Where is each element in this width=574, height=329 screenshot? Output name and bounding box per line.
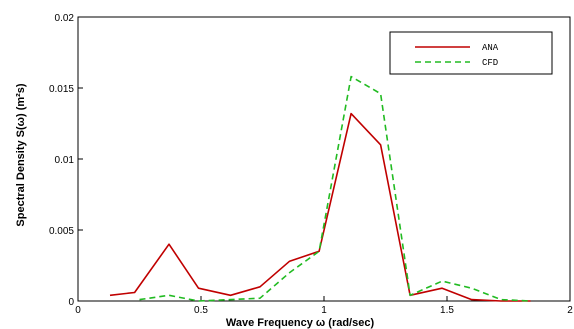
- legend-box: [389, 31, 553, 75]
- series-line-ana: [109, 112, 531, 302]
- legend-label-ana: ANA: [482, 43, 499, 53]
- x-tick-label: 2: [567, 305, 573, 316]
- x-tick-label: 1.5: [440, 305, 454, 316]
- y-tick-label: 0.01: [55, 155, 75, 166]
- series-line-cfd: [139, 75, 531, 302]
- y-tick-label: 0.015: [49, 84, 74, 95]
- y-axis-title: Spectral Density S(ω) (m²s): [15, 83, 27, 226]
- x-tick-label: 1: [321, 305, 327, 316]
- x-tick-label: 0.5: [194, 305, 208, 316]
- legend-label-cfd: CFD: [482, 58, 498, 68]
- x-tick-label: 0: [75, 305, 81, 316]
- legend: ANA CFD: [389, 31, 553, 75]
- y-tick-label: 0.02: [55, 13, 75, 24]
- y-tick-label: 0: [68, 297, 74, 308]
- y-tick-label: 0.005: [49, 226, 74, 237]
- x-axis-title: Wave Frequency ω (rad/sec): [226, 317, 375, 329]
